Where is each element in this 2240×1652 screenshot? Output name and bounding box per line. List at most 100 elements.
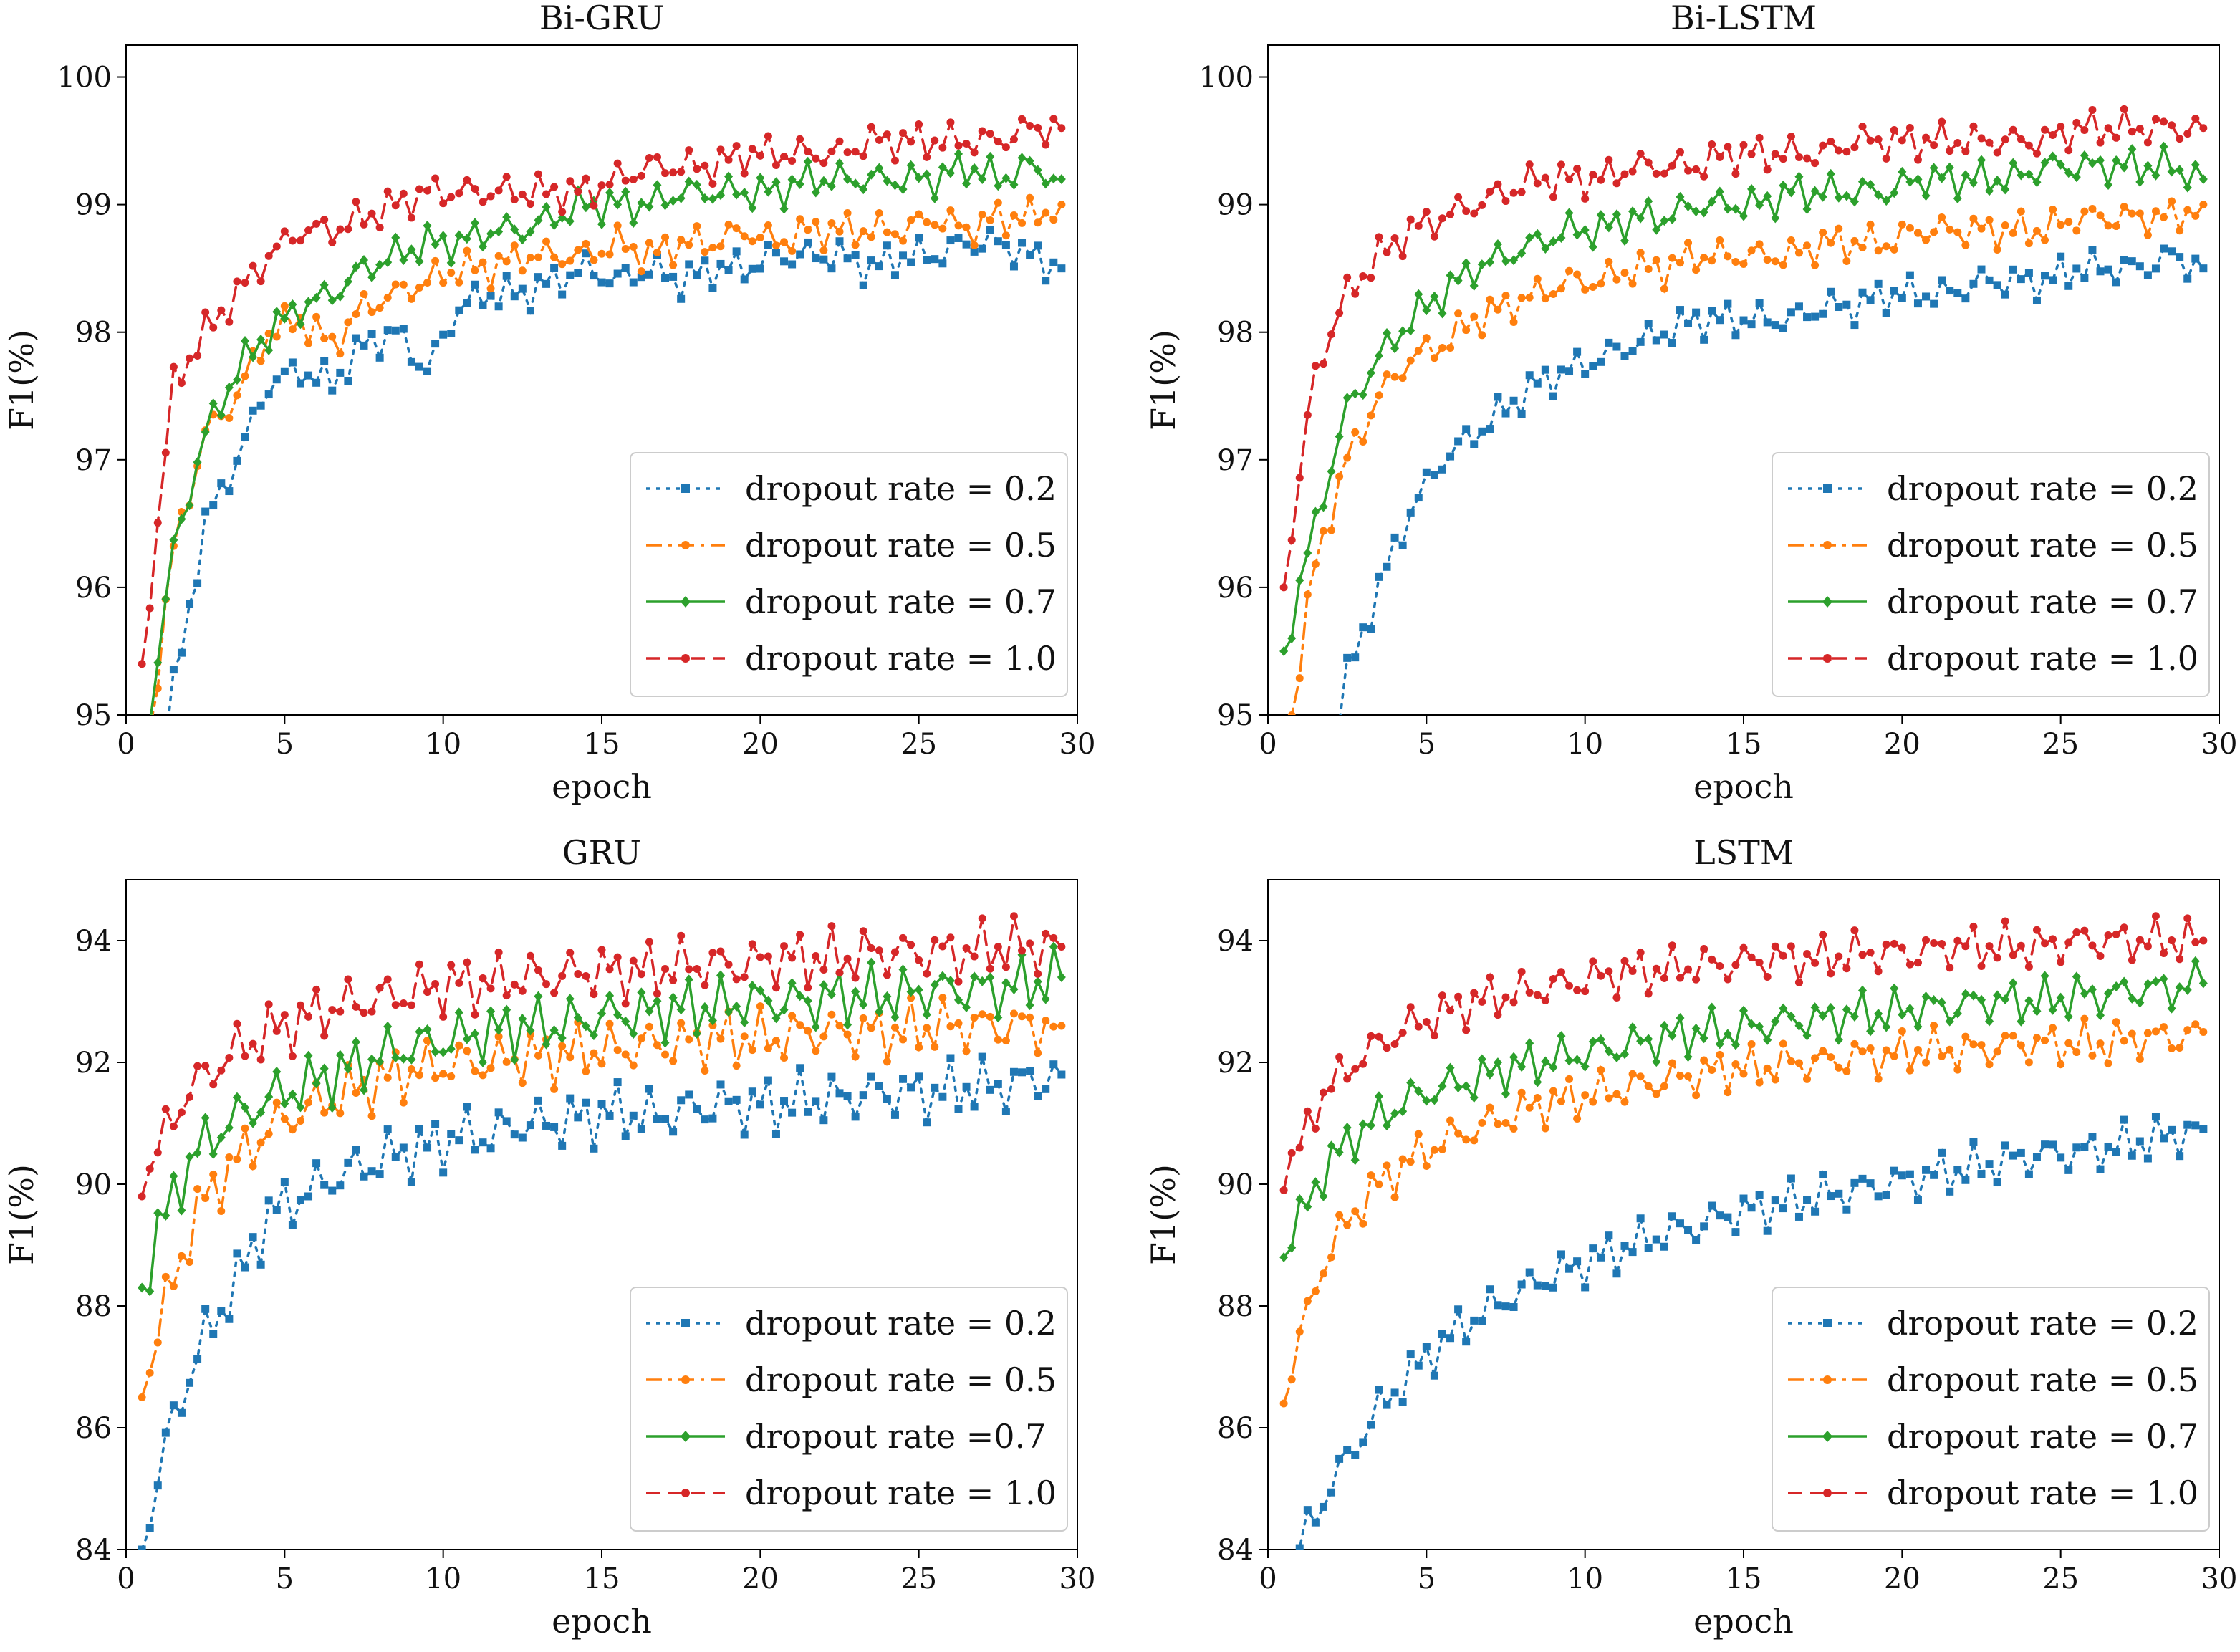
data-point — [1930, 939, 1938, 948]
data-point — [1858, 1174, 1867, 1183]
data-point — [574, 1113, 582, 1122]
data-point — [684, 974, 693, 985]
data-point — [1620, 269, 1629, 277]
data-point — [2096, 1010, 2105, 1021]
data-point — [978, 127, 986, 135]
data-point — [2183, 914, 2192, 923]
data-point — [1486, 1103, 1494, 1112]
data-point — [2024, 1170, 2033, 1178]
data-point — [946, 976, 955, 986]
data-point — [2176, 1152, 2184, 1161]
data-point — [1882, 940, 1890, 949]
data-point — [455, 278, 463, 287]
data-point — [391, 1052, 400, 1063]
data-point — [1763, 256, 1772, 264]
data-point — [1708, 1201, 1716, 1210]
data-point — [669, 976, 678, 984]
data-point — [812, 1097, 820, 1105]
data-point — [1494, 1301, 1502, 1310]
data-point — [582, 249, 590, 258]
data-point — [708, 244, 717, 252]
data-point — [780, 238, 789, 246]
data-point — [1700, 1056, 1708, 1065]
data-point — [1731, 1039, 1740, 1050]
data-point — [1707, 1002, 1716, 1013]
data-point — [1946, 225, 1954, 234]
data-point — [1636, 949, 1645, 957]
data-point — [1700, 254, 1708, 262]
y-tick-label: 86 — [75, 1412, 112, 1445]
data-point — [1335, 1211, 1344, 1219]
data-point — [2191, 211, 2200, 220]
data-point — [693, 1105, 701, 1113]
data-point — [558, 1141, 567, 1150]
data-point — [1018, 218, 1027, 227]
data-point — [637, 198, 646, 208]
data-point — [1913, 959, 1922, 967]
data-point — [2032, 226, 2041, 235]
data-point — [994, 1035, 1002, 1044]
data-point — [1969, 990, 1978, 1001]
data-point — [2143, 1029, 2152, 1037]
data-point — [1509, 1302, 1518, 1311]
x-tick-label: 30 — [1059, 728, 1096, 761]
data-point — [2064, 1012, 2073, 1022]
data-point — [2080, 988, 2089, 999]
data-point — [486, 984, 495, 993]
data-point — [256, 357, 265, 365]
data-point — [748, 980, 757, 991]
data-point — [915, 234, 923, 242]
data-point — [1692, 165, 1701, 173]
data-point — [1660, 1242, 1668, 1251]
data-point — [2064, 1166, 2073, 1174]
data-point — [931, 221, 939, 229]
data-point — [708, 1114, 717, 1123]
data-point — [1731, 331, 1740, 340]
data-point — [2168, 1125, 2176, 1134]
data-point — [2072, 1143, 2081, 1152]
data-point — [899, 129, 908, 138]
data-point — [1042, 1017, 1050, 1025]
data-point — [605, 1111, 614, 1120]
y-tick-label: 84 — [75, 1534, 112, 1567]
data-point — [978, 244, 986, 253]
data-point — [732, 1001, 741, 1012]
data-point — [542, 190, 551, 198]
data-point — [629, 1061, 638, 1070]
x-tick-label: 20 — [742, 728, 779, 761]
data-point — [2080, 1143, 2089, 1151]
chart-title: LSTM — [1693, 833, 1794, 872]
data-point — [2032, 177, 2042, 188]
data-point — [2080, 1014, 2089, 1023]
data-point — [660, 1037, 670, 1048]
data-point — [526, 254, 534, 262]
data-point — [1478, 427, 1486, 436]
data-point — [1589, 171, 1597, 179]
data-point — [296, 1102, 305, 1113]
data-point — [360, 1085, 368, 1095]
data-point — [1462, 326, 1471, 335]
data-point — [217, 479, 226, 488]
data-point — [1279, 1186, 1288, 1194]
data-point — [748, 940, 756, 949]
data-point — [264, 1000, 273, 1009]
data-point — [590, 201, 598, 210]
plot-area — [138, 115, 1066, 715]
data-point — [1898, 943, 1906, 952]
data-point — [2049, 1024, 2057, 1032]
data-point — [2176, 1044, 2184, 1052]
data-point — [360, 341, 368, 350]
data-point — [1557, 1031, 1566, 1042]
data-point — [946, 236, 955, 245]
data-point — [1684, 319, 1693, 327]
data-point — [1009, 262, 1018, 271]
data-point — [1549, 1087, 1557, 1095]
data-point — [1287, 633, 1297, 644]
data-point — [1367, 1171, 1375, 1180]
data-point — [2096, 155, 2105, 165]
data-point — [2135, 997, 2145, 1008]
data-point — [1525, 1038, 1534, 1049]
plot-area — [1279, 105, 2208, 715]
data-point — [835, 227, 844, 236]
data-point — [1953, 193, 1962, 204]
